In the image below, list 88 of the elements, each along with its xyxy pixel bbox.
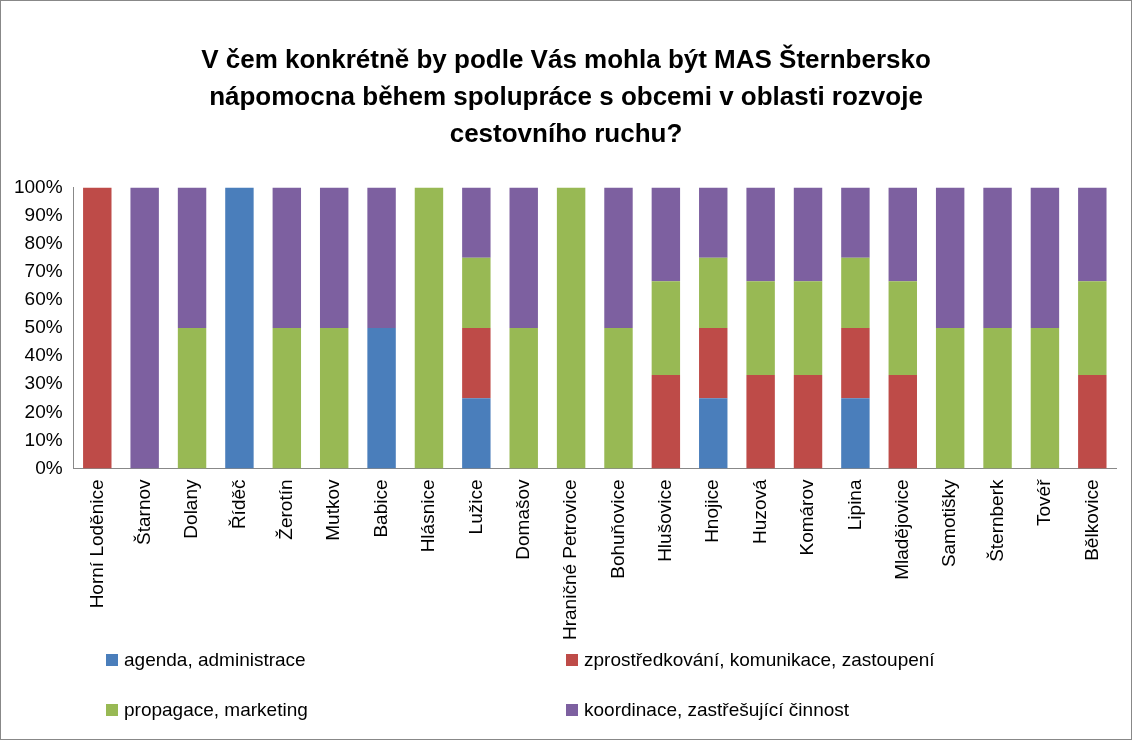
bar <box>225 187 254 469</box>
y-tick-label: 90% <box>24 203 63 225</box>
y-tick-label: 40% <box>24 344 63 366</box>
bar <box>1078 187 1107 282</box>
x-tick-label: Hlásnice <box>417 479 439 553</box>
bar <box>983 187 1012 328</box>
bar <box>1078 281 1107 375</box>
bar <box>888 374 917 469</box>
x-tick-label: Hlušovice <box>654 479 676 562</box>
chart-title: V čem konkrétně by podle Vás mohla být MAS Šternbersko nápomocna během spolupráce s obcemi v oblasti rozvoje cestovního ruchu? <box>200 43 932 150</box>
bar <box>841 327 870 399</box>
x-tick-label: Domašov <box>511 478 533 560</box>
bar <box>793 187 823 282</box>
bar <box>177 187 207 328</box>
x-tick-label: Lužice <box>464 479 486 535</box>
bar <box>888 187 917 282</box>
x-tick-label: Hraničné Petrovice <box>559 479 581 641</box>
bar <box>983 327 1012 469</box>
x-tick-label: Lipina <box>843 479 865 531</box>
bar <box>604 187 633 328</box>
bar <box>319 187 349 328</box>
y-tick-label: 70% <box>24 259 63 281</box>
bar <box>272 187 302 328</box>
y-tick-label: 100% <box>13 175 63 197</box>
bar <box>841 398 870 469</box>
bar <box>746 374 775 469</box>
bar <box>1030 187 1060 328</box>
bar <box>604 327 633 469</box>
bar <box>556 187 586 469</box>
bar <box>699 187 728 258</box>
bar <box>509 187 538 328</box>
legend-label: propagace, marketing <box>124 699 308 721</box>
x-tick-label: Žerotín <box>275 479 297 540</box>
bar <box>699 327 728 399</box>
legend-label: agenda, administrace <box>124 649 306 671</box>
bar <box>651 281 681 375</box>
bar <box>1078 374 1107 469</box>
y-tick-label: 0% <box>35 456 63 478</box>
bar <box>793 374 823 469</box>
bar <box>651 374 681 469</box>
x-tick-label: Samotišky <box>938 478 960 568</box>
bar <box>319 327 349 469</box>
x-tick-label: Šternberk <box>985 478 1007 562</box>
legend-label: koordinace, zastřešující činnost <box>584 699 850 721</box>
legend-label: zprostředkování, komunikace, zastoupení <box>584 649 935 671</box>
y-tick-label: 20% <box>24 400 63 422</box>
x-tick-label: Mutkov <box>322 478 344 541</box>
bar <box>509 327 538 469</box>
y-tick-label: 80% <box>24 231 63 253</box>
bar <box>462 257 491 328</box>
x-tick-label: Říděč <box>227 479 249 530</box>
bar <box>130 187 159 469</box>
bar <box>83 187 112 469</box>
bar <box>699 257 728 328</box>
x-tick-label: Bohuňovice <box>606 479 628 579</box>
bar <box>935 187 965 328</box>
bar <box>841 257 870 328</box>
bar <box>699 398 728 469</box>
x-tick-label: Štarnov <box>132 478 154 545</box>
x-tick-label: Huzová <box>748 479 770 544</box>
x-tick-label: Hnojice <box>701 479 723 543</box>
bar <box>888 281 917 375</box>
x-tick-label: Horní Loděnice <box>85 479 107 609</box>
y-tick-label: 30% <box>24 372 63 394</box>
bar <box>272 327 302 469</box>
bar <box>746 187 775 282</box>
y-tick-label: 60% <box>24 288 63 310</box>
x-tick-label: Dolany <box>180 479 202 539</box>
bar <box>841 187 870 258</box>
bar <box>462 398 491 469</box>
bar <box>462 187 491 258</box>
bar <box>414 187 444 469</box>
bar <box>1030 327 1060 469</box>
bar <box>462 327 491 399</box>
x-tick-label: Tovéř <box>1033 478 1055 526</box>
bar <box>935 327 965 469</box>
x-tick-label: Komárov <box>796 478 818 556</box>
y-tick-label: 50% <box>24 316 63 338</box>
x-tick-label: Babice <box>369 479 391 538</box>
y-tick-label: 10% <box>24 428 63 450</box>
bar <box>746 281 775 375</box>
x-tick-label: Mladějovice <box>891 479 913 580</box>
bar <box>793 281 823 375</box>
x-tick-label: Bělkovice <box>1080 479 1102 561</box>
bar <box>651 187 681 282</box>
bar <box>367 327 396 469</box>
bar <box>177 327 207 469</box>
bar <box>367 187 396 328</box>
